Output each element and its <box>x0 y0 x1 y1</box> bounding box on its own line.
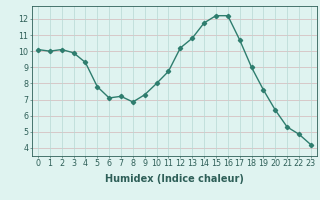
X-axis label: Humidex (Indice chaleur): Humidex (Indice chaleur) <box>105 174 244 184</box>
